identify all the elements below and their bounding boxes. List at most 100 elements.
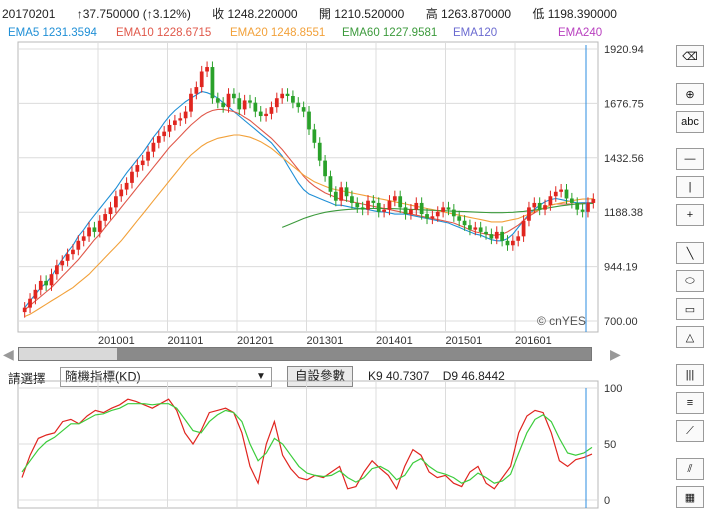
candle-body: [167, 124, 172, 132]
candle-body: [553, 191, 558, 197]
ema60-label: EMA60 1227.9581: [342, 27, 438, 39]
candle-body: [312, 129, 317, 143]
candle-body: [317, 142, 322, 161]
candle-body: [49, 274, 54, 286]
eraser-icon[interactable]: ⌫: [676, 45, 704, 67]
timeline-scrollbar[interactable]: [18, 347, 592, 361]
x-tick-label: 201401: [376, 335, 413, 345]
candle-body: [264, 113, 268, 117]
candle-body: [371, 200, 376, 203]
candle-body: [414, 202, 419, 210]
d9-series-line: [21, 403, 593, 484]
fan-lines-icon[interactable]: ⟋: [676, 420, 704, 442]
quote-low: 低 1198.390000: [532, 7, 617, 21]
candle-body: [500, 231, 504, 241]
candle-body: [489, 234, 494, 239]
candle-body: [103, 214, 108, 221]
ellipse-icon[interactable]: ⬭: [676, 270, 704, 292]
params-button[interactable]: 自設參數: [287, 366, 353, 387]
candle-body: [441, 207, 445, 212]
vertical-line-icon[interactable]: |: [676, 176, 704, 198]
candle-body: [92, 227, 97, 232]
candle-body: [537, 202, 542, 210]
candle-body: [419, 202, 424, 215]
x-tick-label: 201201: [237, 335, 274, 345]
y-tick-label: 700.00: [604, 316, 638, 328]
y-tick-label: 1920.94: [604, 44, 644, 56]
candle-body: [505, 240, 510, 246]
scroll-left-arrow[interactable]: ◀: [3, 346, 14, 362]
candle-body: [350, 196, 354, 203]
candle-body: [323, 160, 327, 177]
candle-body: [221, 102, 226, 108]
candle-body: [156, 136, 161, 143]
abc-text-icon[interactable]: abc: [676, 111, 704, 133]
candle-body: [586, 202, 590, 212]
candle-body: [33, 289, 38, 299]
candle-body: [22, 307, 27, 313]
zoom-in-icon[interactable]: ⊕: [676, 83, 704, 105]
scrollbar-thumb[interactable]: [19, 348, 117, 360]
plot-frame: [17, 41, 599, 333]
kd-frame: [17, 380, 599, 509]
candle-body: [205, 67, 209, 72]
candle-body: [151, 142, 156, 152]
ema10-label: EMA10 1228.6715: [116, 27, 212, 39]
x-tick-label: 201001: [98, 335, 135, 345]
candle-body: [296, 102, 301, 108]
candle-body: [494, 231, 499, 239]
indicator-select[interactable]: 隨機指標(KD) ▼: [60, 367, 272, 387]
candle-body: [307, 111, 311, 130]
candle-body: [210, 67, 215, 99]
candle-body: [435, 211, 440, 217]
candle-body: [532, 202, 537, 208]
candle-body: [580, 209, 585, 212]
chevron-down-icon[interactable]: ▼: [256, 371, 266, 382]
y-tick-label: 1432.56: [604, 153, 644, 165]
ema5-label: EMA5 1231.3594: [8, 27, 97, 39]
scroll-right-arrow[interactable]: ▶: [610, 346, 621, 362]
k-value: K9 40.7307: [368, 369, 430, 383]
kd-y-tick-label: 50: [604, 439, 616, 451]
candle-body: [366, 200, 370, 210]
candle-body: [398, 196, 403, 208]
candle-body: [232, 93, 236, 99]
horizontal-line-icon[interactable]: —: [676, 148, 704, 170]
candle-body: [382, 209, 386, 212]
candle-body: [510, 240, 515, 246]
candle-body: [301, 107, 306, 112]
candle-body: [457, 216, 462, 221]
candle-body: [226, 93, 231, 108]
candle-body: [274, 98, 279, 108]
y-tick-label: 1676.75: [604, 98, 644, 110]
candle-body: [473, 227, 478, 230]
crosshair-icon[interactable]: +: [676, 204, 704, 226]
vertical-lines-icon[interactable]: |||: [676, 364, 704, 386]
quote-header: 20170201 ↑37.750000 (↑3.12%) 收 1248.2200…: [2, 5, 635, 22]
triangle-icon[interactable]: △: [676, 326, 704, 348]
candle-body: [215, 98, 220, 103]
candle-body: [521, 220, 526, 237]
trend-line-icon[interactable]: ╲: [676, 242, 704, 264]
candle-body: [425, 214, 429, 219]
ema20-line: [24, 134, 594, 318]
candle-body: [269, 107, 274, 114]
ema120-label: EMA120: [453, 27, 498, 39]
quote-high: 高 1263.870000: [425, 7, 512, 21]
candle-body: [564, 189, 569, 199]
quote-change: ↑37.750000 (↑3.12%): [76, 7, 191, 21]
kd-y-tick-label: 0: [604, 495, 610, 507]
price-chart[interactable]: 1920.94 1676.75 1432.56 1188.38 944.19 700.00…: [0, 0, 720, 345]
candle-body: [258, 111, 263, 117]
rectangle-icon[interactable]: ▭: [676, 298, 704, 320]
candle-body: [76, 240, 81, 250]
candle-body: [409, 209, 413, 215]
pattern-icon[interactable]: ▦: [676, 486, 704, 508]
candle-body: [468, 225, 472, 230]
candle-body: [339, 187, 344, 201]
horizontal-lines-icon[interactable]: ≡: [676, 392, 704, 414]
x-tick-label: 201101: [168, 335, 204, 345]
candle-body: [130, 171, 134, 183]
candle-body: [516, 236, 521, 241]
gann-fan-icon[interactable]: ⫽: [676, 458, 704, 480]
